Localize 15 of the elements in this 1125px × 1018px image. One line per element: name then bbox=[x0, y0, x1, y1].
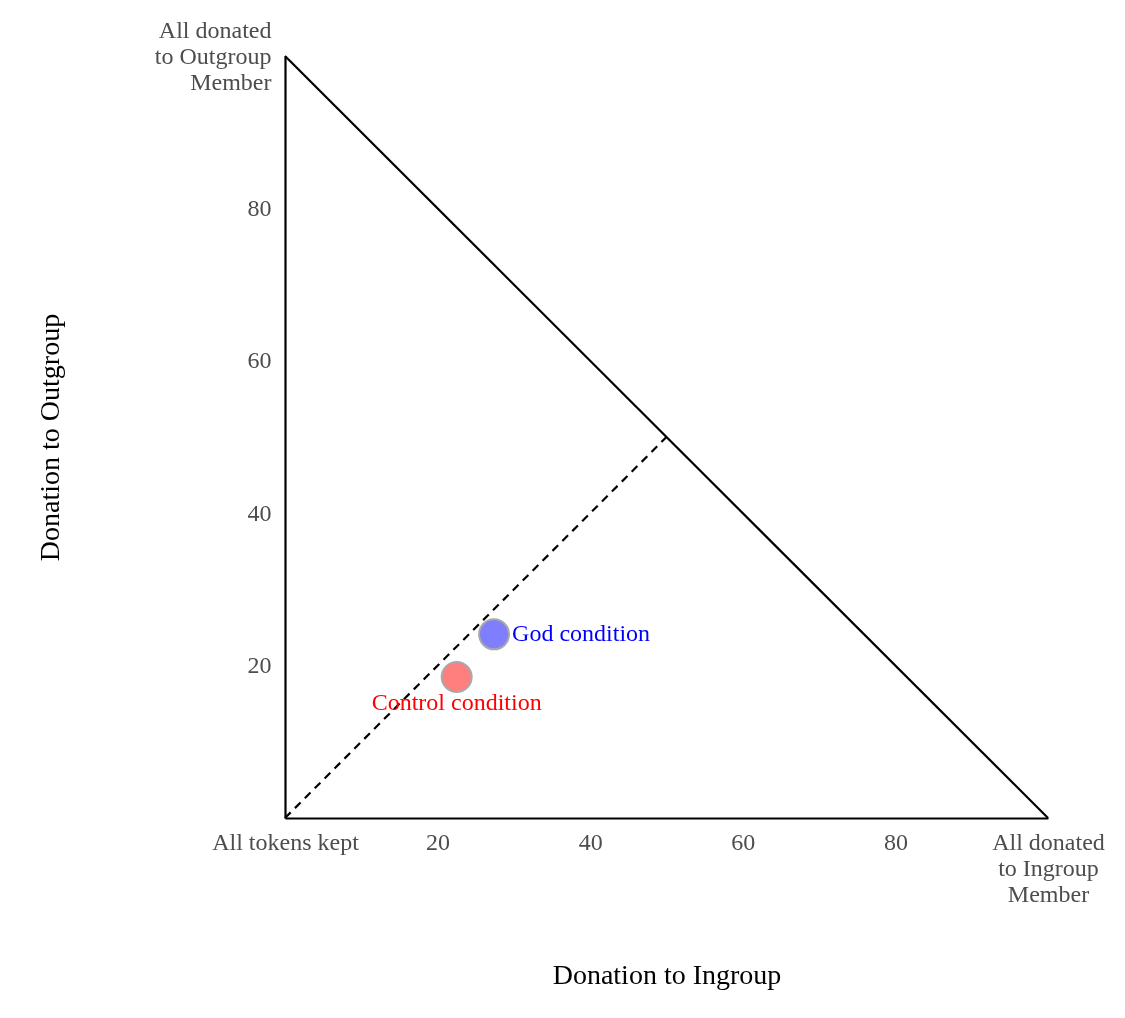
series-label: God condition bbox=[512, 620, 651, 647]
y-tick-label: 60 bbox=[247, 347, 272, 374]
y-axis-title: Donation to Outgroup bbox=[33, 313, 65, 562]
x-tick-label: All donated to Ingroup Member bbox=[992, 828, 1105, 907]
y-tick-label: All donated to Outgroup Member bbox=[154, 16, 272, 95]
x-tick-label: 20 bbox=[426, 828, 451, 855]
x-tick-label: 80 bbox=[883, 828, 908, 855]
x-tick-label: All tokens kept bbox=[212, 828, 360, 855]
y-tick-label: 80 bbox=[247, 194, 272, 221]
series-label: Control condition bbox=[371, 689, 542, 716]
x-tick-label: 60 bbox=[731, 828, 756, 855]
y-tick-label: 20 bbox=[247, 652, 272, 679]
y-tick-label: 40 bbox=[247, 499, 272, 526]
x-tick-label: 40 bbox=[578, 828, 603, 855]
x-axis-title: Donation to Ingroup bbox=[552, 958, 782, 990]
